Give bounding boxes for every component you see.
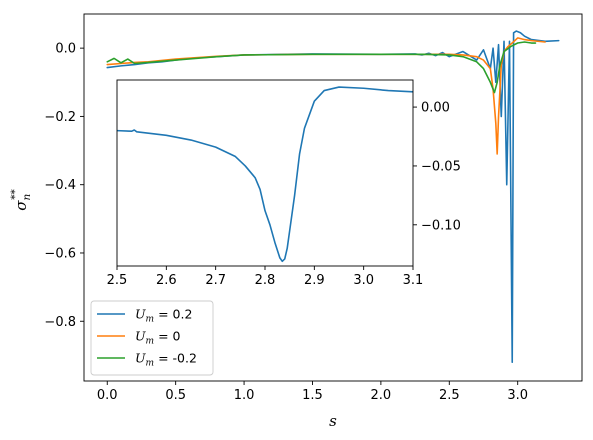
main-x-tick-label: 2.0 <box>371 388 392 403</box>
inset-x-tick-label: 2.7 <box>205 273 226 288</box>
main-x-tick-label: 0.5 <box>165 388 186 403</box>
inset-x-ticks: 2.5 2.6 2.7 2.8 2.9 3.0 3.1 <box>107 266 424 288</box>
inset-series-group <box>117 86 413 263</box>
x-axis-label: s <box>329 412 337 430</box>
inset-x-tick-label: 3.0 <box>353 273 374 288</box>
inset-y-tick-label: 0.00 <box>421 101 450 116</box>
inset-plot-area <box>117 80 413 266</box>
main-x-tick-label: 1.5 <box>302 388 323 403</box>
legend-var: U <box>135 307 146 322</box>
inset-x-tick-label: 2.5 <box>107 273 128 288</box>
main-y-tick-label: −0.2 <box>44 110 76 125</box>
main-x-tick-label: 2.5 <box>439 388 460 403</box>
legend: Um = 0.2Um = 0Um = -0.2 <box>90 300 214 376</box>
y-axis-label-sup: ** <box>9 188 21 199</box>
inset-x-tick-label: 3.1 <box>403 273 424 288</box>
legend-label-0: Um = 0.2 <box>135 307 192 325</box>
inset-x-tick-label: 2.8 <box>255 273 276 288</box>
legend-box <box>90 300 214 376</box>
legend-value: = 0.2 <box>154 307 192 322</box>
y-axis-label-base: σ <box>12 200 30 211</box>
legend-var: U <box>135 329 146 344</box>
inset-y-tick-label: −0.05 <box>421 159 461 174</box>
main-axes-frame <box>83 13 583 382</box>
legend-value: = -0.2 <box>154 351 197 366</box>
main-series-line-2 <box>106 41 537 94</box>
main-y-tick-label: 0.0 <box>55 42 76 57</box>
legend-label-2: Um = -0.2 <box>135 351 197 369</box>
legend-sub: m <box>146 359 155 369</box>
legend-value: = 0 <box>154 329 180 344</box>
main-y-tick-label: −0.8 <box>44 315 76 330</box>
inset-x-tick-label: 2.9 <box>304 273 325 288</box>
inset-series-line-0 <box>117 86 413 263</box>
legend-sub: m <box>146 337 155 347</box>
legend-sub: m <box>146 315 155 325</box>
inset-y-ticks: 0.00 −0.05 −0.10 <box>413 101 461 233</box>
legend-var: U <box>135 351 146 366</box>
main-series-group <box>106 30 560 364</box>
main-x-ticks: 0.0 0.5 1.0 1.5 2.0 2.5 3.0 <box>97 381 528 403</box>
main-y-ticks: 0.0 −0.2 −0.4 −0.6 −0.8 <box>44 42 84 330</box>
y-axis-label-sub: n <box>21 194 33 201</box>
main-x-tick-label: 1.0 <box>234 388 255 403</box>
inset-axes: 2.5 2.6 2.7 2.8 2.9 3.0 3.1 0.00 −0.05 −0.10 <box>107 79 461 288</box>
main-y-tick-label: −0.6 <box>44 246 76 261</box>
main-y-tick-label: −0.4 <box>44 178 76 193</box>
y-axis-label: σn** <box>9 188 33 210</box>
legend-label-1: Um = 0 <box>135 329 181 347</box>
main-x-tick-label: 0.0 <box>97 388 118 403</box>
inset-y-tick-label: −0.10 <box>421 218 461 233</box>
inset-x-tick-label: 2.6 <box>156 273 177 288</box>
main-x-tick-label: 3.0 <box>507 388 528 403</box>
legend-entries: Um = 0.2Um = 0Um = -0.2 <box>97 307 197 369</box>
